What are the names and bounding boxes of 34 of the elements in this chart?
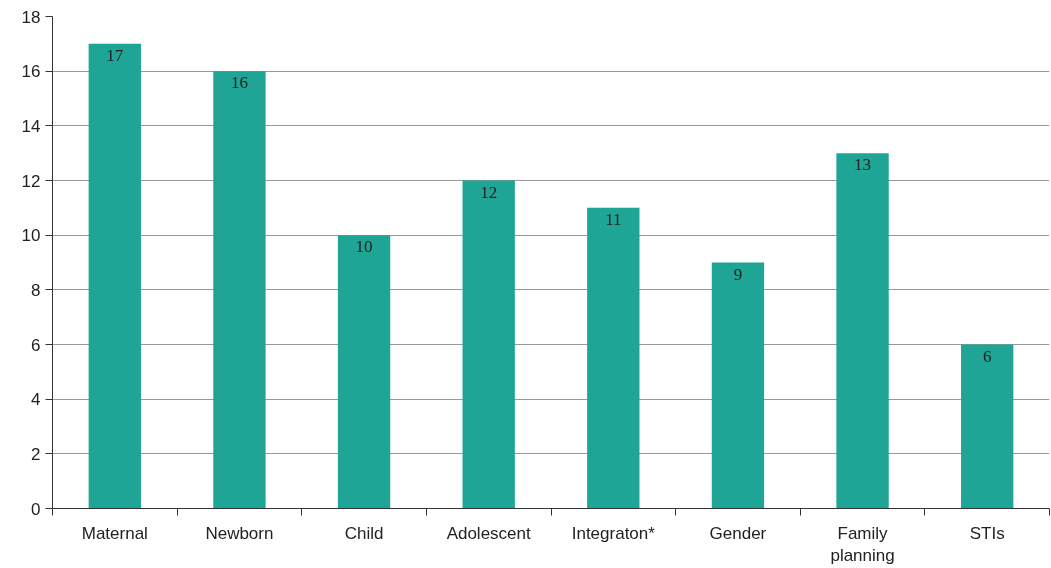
x-tick-label: Adolescent <box>446 523 532 543</box>
y-tick-label: 4 <box>31 390 41 410</box>
x-tick-label: Child <box>344 523 384 543</box>
y-tick-label: 2 <box>31 444 41 464</box>
x-tick-label: STIs <box>969 523 1005 543</box>
y-tick-label: 6 <box>31 335 41 355</box>
y-tick-label: 8 <box>31 280 41 300</box>
y-tick-label: 12 <box>21 171 41 191</box>
data-label: 11 <box>605 209 622 229</box>
x-tick-label: Newborn <box>205 523 274 543</box>
x-tick-label: Maternal <box>81 523 148 543</box>
data-label: 6 <box>982 346 992 366</box>
y-tick-label: 0 <box>31 499 41 519</box>
y-tick-label: 10 <box>21 226 41 246</box>
bar <box>213 71 266 509</box>
bar <box>337 235 391 509</box>
data-label: 16 <box>230 73 248 93</box>
bar <box>961 344 1014 509</box>
bar <box>587 207 640 509</box>
x-tick-label: Integraton* <box>571 523 656 543</box>
bar <box>711 262 765 509</box>
x-tick-label: Gender <box>709 523 767 543</box>
x-tick-label: Family planning <box>830 523 895 566</box>
data-label: 9 <box>733 264 743 284</box>
data-label: 12 <box>480 182 498 202</box>
bar <box>836 153 889 509</box>
data-label: 17 <box>106 45 124 65</box>
bar <box>88 43 141 509</box>
y-tick-label: 18 <box>21 7 41 27</box>
data-label: 13 <box>854 155 872 175</box>
y-tick-label: 16 <box>21 62 41 82</box>
bar <box>462 180 515 509</box>
y-tick-label: 14 <box>21 116 41 136</box>
data-label: 10 <box>355 237 373 257</box>
